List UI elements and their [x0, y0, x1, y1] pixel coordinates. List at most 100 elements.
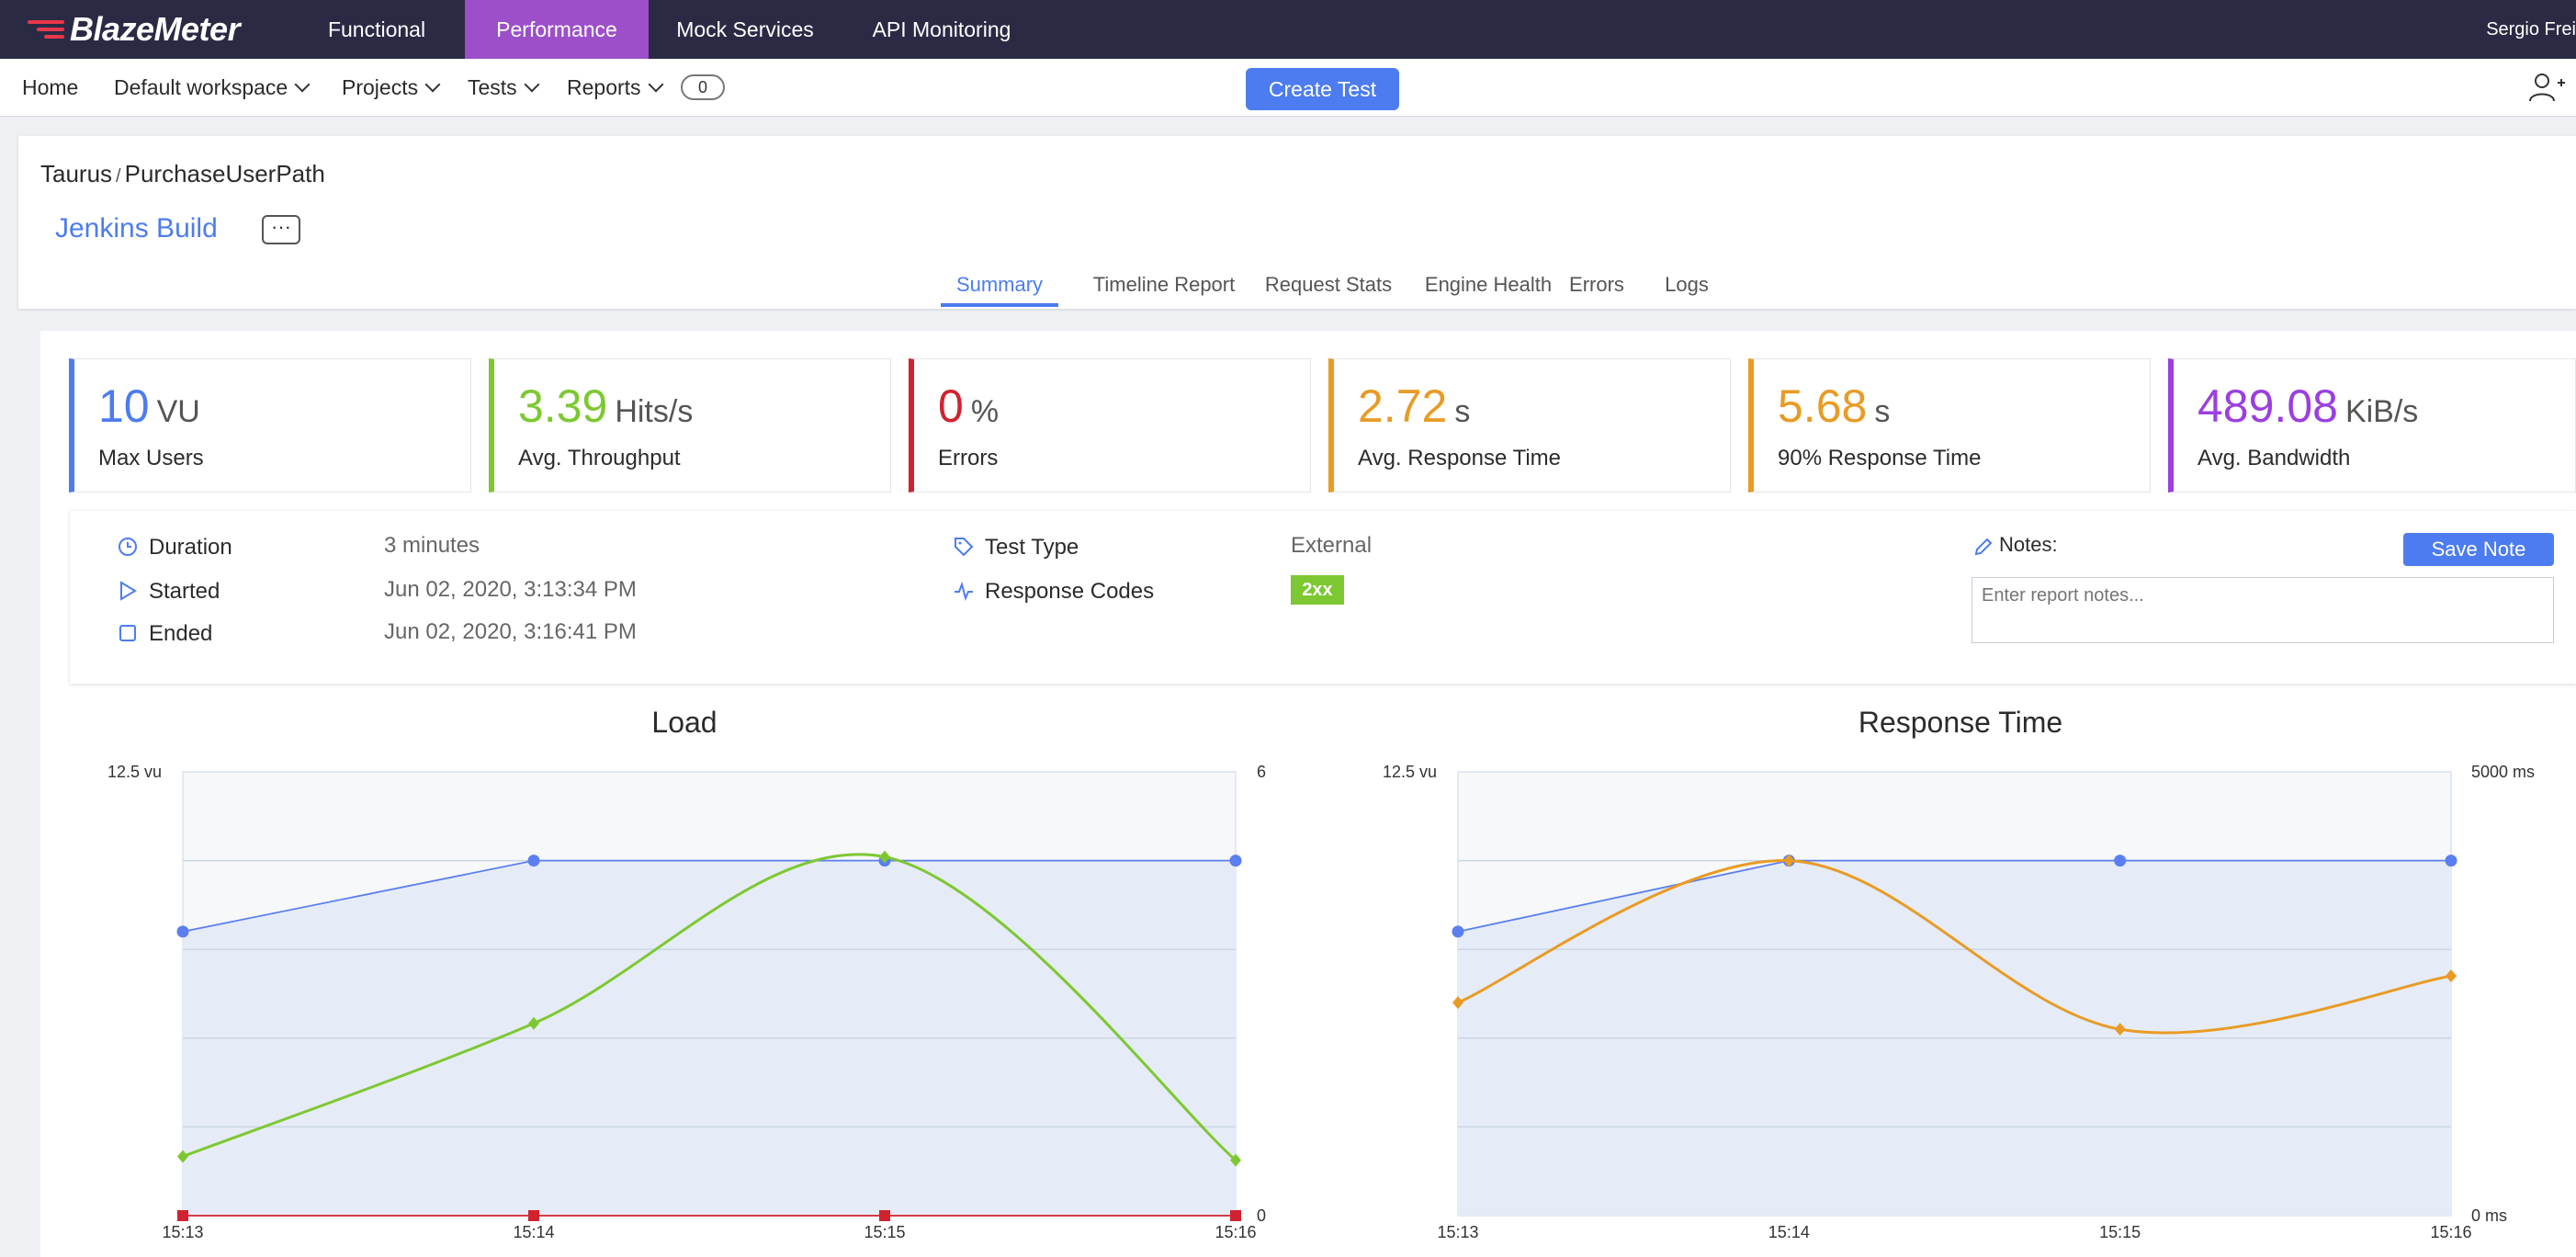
- data-point: [177, 1149, 188, 1163]
- kpi-unit: s: [1874, 394, 1891, 429]
- ended-value: Jun 02, 2020, 3:16:41 PM: [384, 619, 637, 644]
- notes-label: Notes:: [1999, 533, 2058, 556]
- breadcrumb: Taurus / PurchaseUserPath: [40, 160, 325, 188]
- report-title[interactable]: Jenkins Build: [55, 213, 218, 243]
- data-point: [1783, 854, 1795, 867]
- response-time-chart-title: Response Time: [1858, 706, 2063, 739]
- pulse-icon: [955, 581, 973, 601]
- more-options-button[interactable]: ···: [262, 215, 300, 244]
- workspace-dropdown[interactable]: Default workspace: [114, 59, 311, 116]
- load-chart-title: Load: [651, 706, 717, 739]
- kpi-label: Avg. Bandwidth: [2198, 446, 2351, 470]
- kpi-errors: 0% Errors: [909, 358, 1311, 493]
- breadcrumb-project[interactable]: Taurus: [40, 160, 113, 187]
- logo-text: BlazeMeter: [70, 10, 241, 48]
- test-type-label: Test Type: [985, 535, 1079, 560]
- tab-errors[interactable]: Errors: [1569, 273, 1624, 296]
- breadcrumb-test[interactable]: PurchaseUserPath: [124, 160, 325, 187]
- x-tick-label: 15:14: [1768, 1223, 1810, 1241]
- save-note-button[interactable]: Save Note: [2403, 533, 2554, 566]
- tab-engine-health[interactable]: Engine Health: [1424, 273, 1553, 296]
- kpi-unit: KiB/s: [2344, 394, 2419, 429]
- report-tabs: Summary Timeline Report Request Stats En…: [18, 266, 2576, 307]
- series-line: [182, 853, 1237, 1161]
- x-tick-label: 15:16: [1215, 1223, 1256, 1241]
- nav-api-monitoring[interactable]: API Monitoring: [872, 17, 1011, 41]
- y-axis-left-label: 12.5 vu: [1383, 763, 1437, 781]
- kpi-unit: Hits/s: [615, 394, 694, 429]
- tag-icon: [955, 538, 974, 557]
- response-code-badge: 2xx: [1291, 575, 1344, 605]
- duration-label: Duration: [149, 535, 232, 560]
- data-point: [879, 850, 890, 864]
- test-details-panel: Duration 3 minutes Started Jun 02, 2020,…: [70, 511, 2576, 684]
- tests-dropdown[interactable]: Tests: [468, 59, 540, 116]
- y-axis-right-top-label: 5000 ms: [2471, 763, 2535, 781]
- started-label: Started: [149, 579, 220, 604]
- x-tick-label: 15:15: [864, 1223, 905, 1241]
- data-point: [177, 1210, 188, 1221]
- kpi-value: 2.72: [1358, 380, 1448, 432]
- kpi-avg-response-time: 2.72 s Avg. Response Time: [1328, 358, 1731, 493]
- nav-mock-services[interactable]: Mock Services: [676, 17, 814, 41]
- data-point: [1229, 855, 1242, 867]
- projects-dropdown[interactable]: Projects: [342, 59, 441, 116]
- data-point: [528, 1210, 539, 1221]
- kpi-value: 0: [938, 380, 964, 432]
- tab-summary[interactable]: Summary: [941, 266, 1058, 307]
- reports-dropdown[interactable]: Reports: [567, 59, 664, 116]
- data-point: [1230, 1153, 1241, 1167]
- create-test-button[interactable]: Create Test: [1246, 68, 1399, 110]
- kpi-value: 3.39: [518, 380, 608, 432]
- kpi-label: Avg. Response Time: [1358, 446, 1562, 470]
- kpi-unit: s: [1454, 394, 1471, 429]
- play-icon: [120, 581, 137, 601]
- add-user-icon[interactable]: [2528, 72, 2565, 103]
- reports-label: Reports: [567, 75, 641, 99]
- top-navigation-bar: BlazeMeter Functional Performance Mock S…: [0, 0, 2576, 59]
- reports-count-badge[interactable]: 0: [681, 74, 725, 100]
- x-tick-label: 15:16: [2430, 1223, 2471, 1241]
- tab-timeline-report[interactable]: Timeline Report: [1092, 273, 1236, 296]
- ended-label: Ended: [149, 621, 213, 646]
- data-point: [879, 1210, 890, 1221]
- kpi-unit: %: [970, 394, 1000, 429]
- data-point: [176, 925, 189, 938]
- kpi-max-users: 10 VU Max Users: [69, 358, 471, 493]
- tab-request-stats[interactable]: Request Stats: [1264, 273, 1393, 296]
- tests-label: Tests: [468, 75, 517, 99]
- series-line: [1457, 859, 2452, 1035]
- test-type-value: External: [1291, 533, 1373, 558]
- series-line: [1457, 859, 2451, 933]
- data-point: [1452, 996, 1463, 1010]
- report-header: Taurus / PurchaseUserPath Jenkins Build ··…: [18, 136, 2576, 309]
- data-point: [1230, 1210, 1241, 1221]
- breadcrumb-separator: /: [116, 166, 121, 187]
- user-menu[interactable]: Sergio Frei: [2486, 19, 2576, 40]
- response-codes-label: Response Codes: [985, 579, 1155, 604]
- logo-mark-icon: [28, 18, 64, 40]
- data-point: [528, 1016, 539, 1030]
- data-point: [2114, 855, 2127, 867]
- data-point: [2445, 855, 2457, 867]
- data-point: [527, 855, 540, 867]
- tab-logs[interactable]: Logs: [1665, 273, 1709, 296]
- kpi-avg-throughput: 3.39 Hits/s Avg. Throughput: [489, 358, 891, 493]
- nav-functional[interactable]: Functional: [327, 17, 426, 41]
- nav-performance[interactable]: Performance: [465, 0, 649, 59]
- kpi-value: 489.08: [2198, 380, 2338, 432]
- kpi-unit: VU: [156, 394, 200, 429]
- duration-value: 3 minutes: [384, 533, 480, 558]
- x-tick-label: 15:13: [1437, 1223, 1478, 1241]
- kpi-value: 5.68: [1778, 380, 1868, 432]
- y-axis-right-bottom-label: 0: [1257, 1206, 1266, 1225]
- data-point: [2446, 969, 2457, 983]
- home-link[interactable]: Home: [22, 75, 79, 99]
- kpi-label: 90% Response Time: [1778, 446, 1982, 470]
- clock-icon: [119, 538, 137, 556]
- blazemeter-logo[interactable]: BlazeMeter: [28, 9, 241, 50]
- projects-label: Projects: [342, 75, 419, 99]
- series-line: [182, 859, 1236, 933]
- notes-input[interactable]: [1972, 577, 2554, 643]
